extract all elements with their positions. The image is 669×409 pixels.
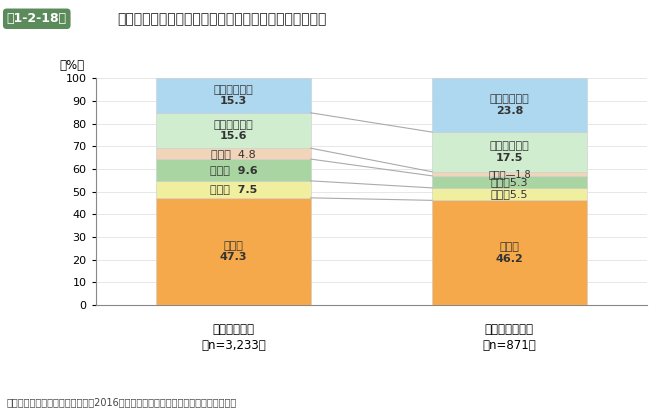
Text: 休廃業・解散企業の業種分類（黒字企業・高収益企業）: 休廃業・解散企業の業種分類（黒字企業・高収益企業） xyxy=(117,12,326,26)
Bar xyxy=(432,200,587,305)
Text: 卸売業5.3: 卸売業5.3 xyxy=(490,177,528,187)
Bar xyxy=(157,181,310,198)
Text: その他の業種
23.8: その他の業種 23.8 xyxy=(490,94,529,116)
Text: その他の業種
15.3: その他の業種 15.3 xyxy=(213,85,254,106)
Text: 卸売業  9.6: 卸売業 9.6 xyxy=(209,165,258,175)
Text: 高収益廃業企業: 高収益廃業企業 xyxy=(485,323,534,336)
Text: サービス業他
15.6: サービス業他 15.6 xyxy=(213,120,254,141)
Text: 第1-2-18図: 第1-2-18図 xyxy=(7,12,67,25)
Text: （n=3,233）: （n=3,233） xyxy=(201,339,266,352)
Bar xyxy=(432,132,587,172)
Bar xyxy=(157,78,310,113)
Text: （%）: （%） xyxy=(60,58,85,72)
Text: 製造業5.5: 製造業5.5 xyxy=(490,189,528,199)
Text: サービス業他
17.5: サービス業他 17.5 xyxy=(490,141,529,163)
Text: 小売業—1.8: 小売業—1.8 xyxy=(488,169,531,179)
Text: 小売業  4.8: 小売業 4.8 xyxy=(211,148,256,159)
Text: 製造業  7.5: 製造業 7.5 xyxy=(210,184,257,194)
Bar xyxy=(432,188,587,200)
Bar xyxy=(157,148,310,159)
Text: 建設業
46.2: 建設業 46.2 xyxy=(496,242,523,263)
Text: 建設業
47.3: 建設業 47.3 xyxy=(219,240,248,262)
Text: （n=871）: （n=871） xyxy=(482,339,537,352)
Bar xyxy=(157,159,310,181)
Bar xyxy=(157,113,310,148)
Bar xyxy=(432,78,587,132)
Bar xyxy=(432,172,587,176)
Text: 資料：（株）東京商工リサーチ「2016年「休廃業・解散企業」動向調査」再編加工: 資料：（株）東京商工リサーチ「2016年「休廃業・解散企業」動向調査」再編加工 xyxy=(7,397,237,407)
Bar xyxy=(432,176,587,188)
Text: 黒字廃業企業: 黒字廃業企業 xyxy=(213,323,254,336)
Bar xyxy=(157,198,310,305)
